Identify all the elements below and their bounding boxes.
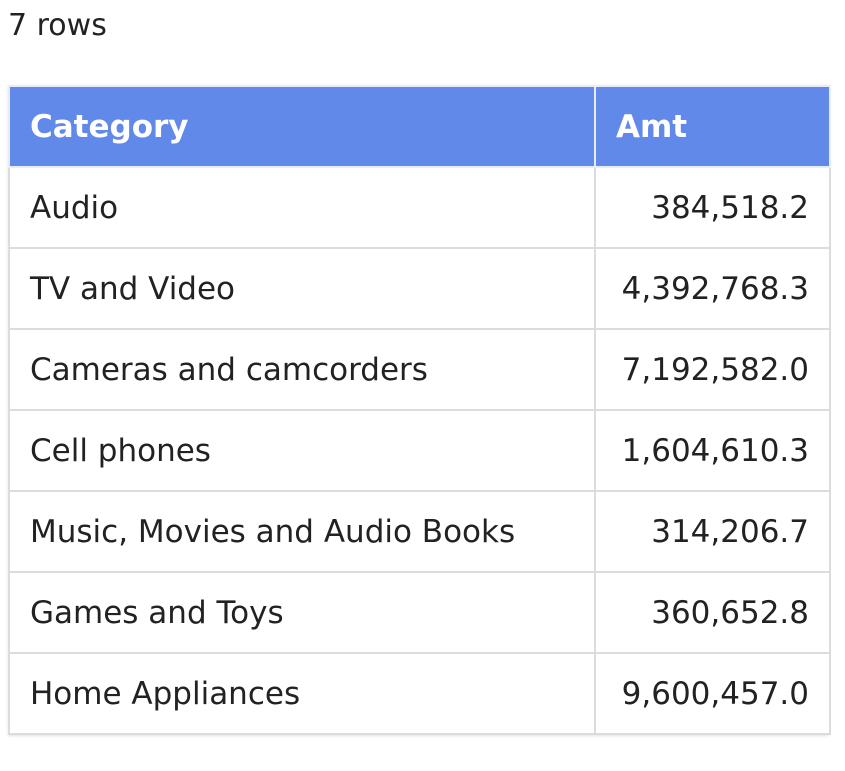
row-count-label: 7 rows xyxy=(8,8,107,43)
column-header-amt[interactable]: Amt xyxy=(594,85,831,168)
table-row: Home Appliances 9,600,457.0 xyxy=(8,652,831,735)
table-row: Cameras and camcorders 7,192,582.0 xyxy=(8,328,831,411)
table-row: TV and Video 4,392,768.3 xyxy=(8,247,831,330)
table-row: Music, Movies and Audio Books 314,206.7 xyxy=(8,490,831,573)
category-cell: Games and Toys xyxy=(8,571,596,654)
table-row: Cell phones 1,604,610.3 xyxy=(8,409,831,492)
category-cell: Cameras and camcorders xyxy=(8,328,596,411)
amt-cell: 314,206.7 xyxy=(594,490,831,573)
data-table: Category Amt Audio 384,518.2 TV and Vide… xyxy=(8,85,831,735)
table-header-row: Category Amt xyxy=(8,85,831,168)
amt-cell: 384,518.2 xyxy=(594,166,831,249)
amt-cell: 4,392,768.3 xyxy=(594,247,831,330)
amt-cell: 1,604,610.3 xyxy=(594,409,831,492)
amt-cell: 7,192,582.0 xyxy=(594,328,831,411)
table-row: Audio 384,518.2 xyxy=(8,166,831,249)
category-cell: Music, Movies and Audio Books xyxy=(8,490,596,573)
data-table-container: Category Amt Audio 384,518.2 TV and Vide… xyxy=(8,85,831,735)
category-cell: Home Appliances xyxy=(8,652,596,735)
amt-cell: 9,600,457.0 xyxy=(594,652,831,735)
category-cell: Cell phones xyxy=(8,409,596,492)
table-row: Games and Toys 360,652.8 xyxy=(8,571,831,654)
column-header-category[interactable]: Category xyxy=(8,85,596,168)
category-cell: Audio xyxy=(8,166,596,249)
amt-cell: 360,652.8 xyxy=(594,571,831,654)
category-cell: TV and Video xyxy=(8,247,596,330)
